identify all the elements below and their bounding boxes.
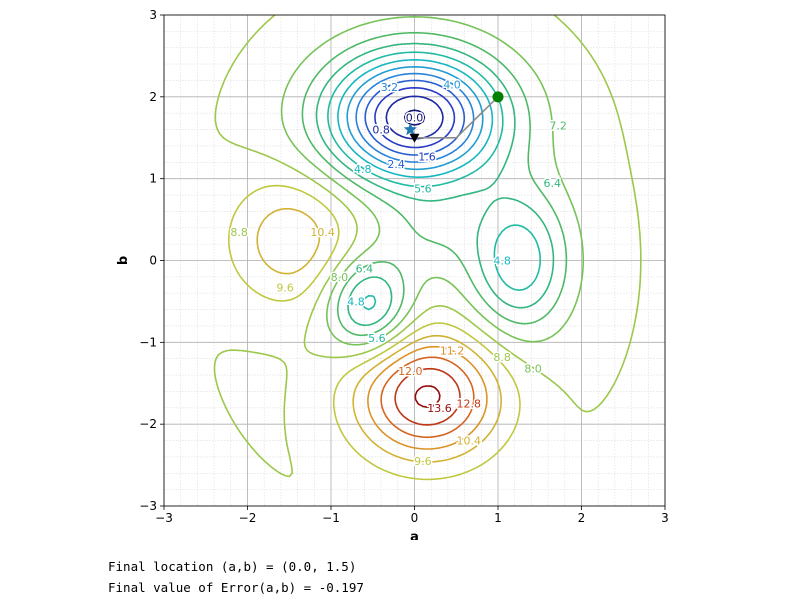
contour-label: 12.8 [457, 398, 482, 411]
final-error-text: Final value of Error(a,b) = -0.197 [108, 580, 364, 595]
final-location-text: Final location (a,b) = (0.0, 1.5) [108, 559, 357, 574]
descent-path [403, 91, 504, 143]
x-tick-label: −2 [239, 511, 257, 525]
contour-label: 6.4 [544, 177, 562, 190]
contour-label: 13.6 [427, 402, 452, 415]
y-axis-ticks: −3 −2 −1 0 1 2 3 [139, 8, 164, 513]
y-tick-label: 2 [149, 90, 157, 104]
contour-label: 4.8 [347, 295, 365, 308]
contour-labels: 0.0 0.8 1.6 2.4 3.2 4.0 4.8 5.6 7.2 6.4 4.8 8.8 10.4… [229, 77, 568, 469]
contour-line [228, 184, 521, 481]
contour-line [337, 59, 494, 178]
contour-line [280, 16, 584, 346]
contour-label: 8.8 [493, 351, 511, 364]
contour-label: 8.0 [524, 363, 542, 376]
contour-line [414, 385, 441, 408]
contour-line [315, 42, 555, 327]
y-tick-label: 1 [149, 172, 157, 186]
contour-line [394, 367, 461, 426]
star-marker [403, 122, 417, 136]
contour-label: 3.2 [381, 81, 399, 94]
x-tick-label: 2 [578, 511, 586, 525]
y-tick-label: −3 [139, 499, 157, 513]
x-tick-label: −1 [322, 511, 340, 525]
end-point-marker [409, 133, 420, 143]
contour-plot: 0.0 0.8 1.6 2.4 3.2 4.0 4.8 5.6 7.2 6.4 4.8 8.8 10.4… [116, 8, 669, 540]
contour-label: 8.0 [331, 271, 349, 284]
contour-label: 10.4 [310, 226, 335, 239]
contour-label: 9.6 [276, 282, 294, 295]
contour-line [327, 51, 541, 311]
contour-line [403, 109, 426, 126]
x-tick-label: 0 [411, 511, 419, 525]
contour-label: 12.0 [398, 365, 423, 378]
contour-line [355, 72, 475, 163]
contour-label: 1.6 [418, 151, 436, 164]
contour-line [374, 87, 456, 149]
x-tick-label: −3 [155, 511, 173, 525]
contour-label: 0.8 [372, 124, 390, 137]
contour-line [346, 66, 484, 171]
contour-label: 10.4 [457, 435, 482, 448]
contour-label: 6.4 [356, 263, 374, 276]
x-tick-label: 1 [494, 511, 502, 525]
contour-label: 5.6 [414, 182, 432, 195]
contour-line [213, 15, 642, 478]
contour-label: 0.0 [406, 111, 424, 124]
contour-label: 9.6 [414, 455, 432, 468]
contour-label: 8.8 [230, 226, 248, 239]
contour-label: 7.2 [549, 119, 567, 132]
contour-label: 5.6 [368, 332, 386, 345]
y-axis-label: b [116, 256, 131, 265]
path-line [414, 96, 499, 139]
y-tick-label: 3 [149, 8, 157, 22]
contour-label: 4.0 [443, 79, 461, 92]
x-axis-label: a [410, 530, 419, 540]
contour-label: 4.8 [354, 163, 372, 176]
contour-label: 2.4 [387, 158, 405, 171]
contour-line [301, 31, 568, 337]
y-tick-label: −2 [139, 417, 157, 431]
contour-line [367, 345, 488, 450]
contour-line [380, 356, 475, 439]
contour-line [256, 208, 502, 463]
x-tick-label: 3 [661, 511, 669, 525]
start-point-marker [492, 91, 504, 103]
contour-lines [213, 15, 642, 481]
contour-label: 4.8 [493, 255, 511, 268]
x-axis-ticks: −3 −2 −1 0 1 2 3 [155, 506, 669, 525]
y-tick-label: −1 [139, 335, 157, 349]
y-tick-label: 0 [149, 254, 157, 268]
contour-label: 11.2 [440, 345, 465, 358]
